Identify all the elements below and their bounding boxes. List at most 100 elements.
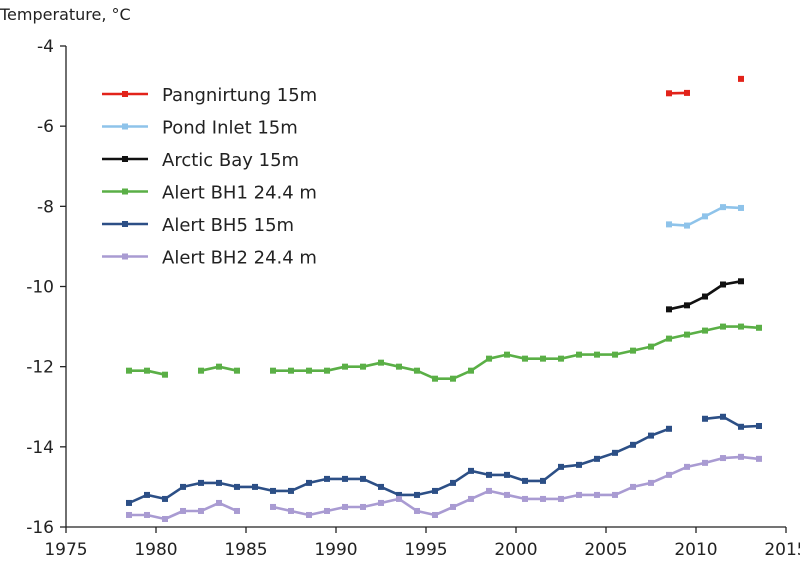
data-point <box>702 213 708 220</box>
x-tick-label: 1990 <box>314 540 357 560</box>
x-tick-label: 2015 <box>764 540 800 560</box>
legend-swatch-marker <box>122 91 128 97</box>
data-point <box>486 487 492 494</box>
data-point <box>612 491 618 498</box>
data-point <box>360 503 366 510</box>
y-axis-label: Temperature, °C <box>0 5 131 24</box>
data-point <box>450 503 456 510</box>
data-point <box>558 463 564 470</box>
data-point <box>324 367 330 374</box>
data-point <box>360 475 366 482</box>
data-point <box>270 367 276 374</box>
legend-item: Alert BH5 15m <box>102 215 294 236</box>
y-tick-label: -12 <box>26 358 54 378</box>
data-point <box>234 367 240 374</box>
data-point <box>450 375 456 382</box>
data-point <box>414 507 420 514</box>
data-point <box>180 507 186 514</box>
data-point <box>126 499 132 506</box>
data-point <box>378 499 384 506</box>
data-point <box>216 499 222 506</box>
legend-item: Pangnirtung 15m <box>102 85 317 106</box>
data-point <box>756 422 762 429</box>
data-point <box>468 367 474 374</box>
data-point <box>414 491 420 498</box>
legend: Pangnirtung 15m Pond Inlet 15m Arctic Bay … <box>102 85 317 269</box>
data-point <box>162 495 168 502</box>
data-point <box>504 351 510 358</box>
x-tick-label: 1985 <box>224 540 267 560</box>
legend-swatch-marker <box>122 221 128 227</box>
data-point <box>270 503 276 510</box>
data-point <box>702 327 708 334</box>
data-point <box>540 495 546 502</box>
legend-item: Pond Inlet 15m <box>102 118 298 139</box>
series-line <box>272 455 760 517</box>
legend-item: Arctic Bay 15m <box>102 150 299 171</box>
data-point <box>486 471 492 478</box>
data-point <box>342 363 348 370</box>
legend-label: Arctic Bay 15m <box>162 150 299 171</box>
data-point <box>720 323 726 330</box>
legend-swatch-marker <box>122 156 128 162</box>
data-point <box>288 367 294 374</box>
data-point <box>666 471 672 478</box>
data-point <box>126 367 132 374</box>
data-point <box>504 491 510 498</box>
data-point <box>594 491 600 498</box>
data-point <box>396 363 402 370</box>
data-point <box>414 367 420 374</box>
data-point <box>234 483 240 490</box>
data-point <box>198 367 204 374</box>
data-point <box>738 453 744 460</box>
data-point <box>648 432 654 439</box>
y-tick-label: -4 <box>37 37 54 57</box>
legend-label: Pond Inlet 15m <box>162 118 298 139</box>
data-point <box>162 515 168 522</box>
series-arctic-bay-15m <box>666 278 744 313</box>
series-alert-bh1-24-4-m <box>126 323 762 382</box>
x-tick-label: 2000 <box>494 540 537 560</box>
data-point <box>270 487 276 494</box>
data-point <box>594 455 600 462</box>
data-point <box>306 511 312 518</box>
series-line <box>128 427 670 505</box>
data-point <box>612 351 618 358</box>
legend-item: Alert BH1 24.4 m <box>102 183 317 204</box>
data-point <box>594 351 600 358</box>
data-point <box>324 507 330 514</box>
data-point <box>648 343 654 350</box>
data-point <box>216 479 222 486</box>
data-point <box>288 487 294 494</box>
data-point <box>216 363 222 370</box>
data-point <box>126 511 132 518</box>
series-pangnirtung-15m <box>666 75 744 97</box>
data-point <box>684 302 690 309</box>
data-point <box>684 463 690 470</box>
data-point <box>162 371 168 378</box>
data-point <box>666 306 672 313</box>
data-point <box>522 355 528 362</box>
data-point <box>684 331 690 338</box>
data-point <box>252 483 258 490</box>
data-point <box>306 479 312 486</box>
series-pond-inlet-15m <box>666 204 744 229</box>
data-point <box>144 367 150 374</box>
legend-label: Pangnirtung 15m <box>162 85 317 106</box>
data-point <box>468 495 474 502</box>
data-point <box>558 355 564 362</box>
data-point <box>738 323 744 330</box>
data-point <box>432 487 438 494</box>
plot-area <box>126 75 762 522</box>
data-point <box>432 511 438 518</box>
data-point <box>486 355 492 362</box>
data-point <box>576 491 582 498</box>
data-point <box>720 413 726 420</box>
data-point <box>684 222 690 229</box>
data-point <box>180 483 186 490</box>
data-point <box>756 324 762 331</box>
data-point <box>666 221 672 228</box>
data-point <box>738 75 744 82</box>
